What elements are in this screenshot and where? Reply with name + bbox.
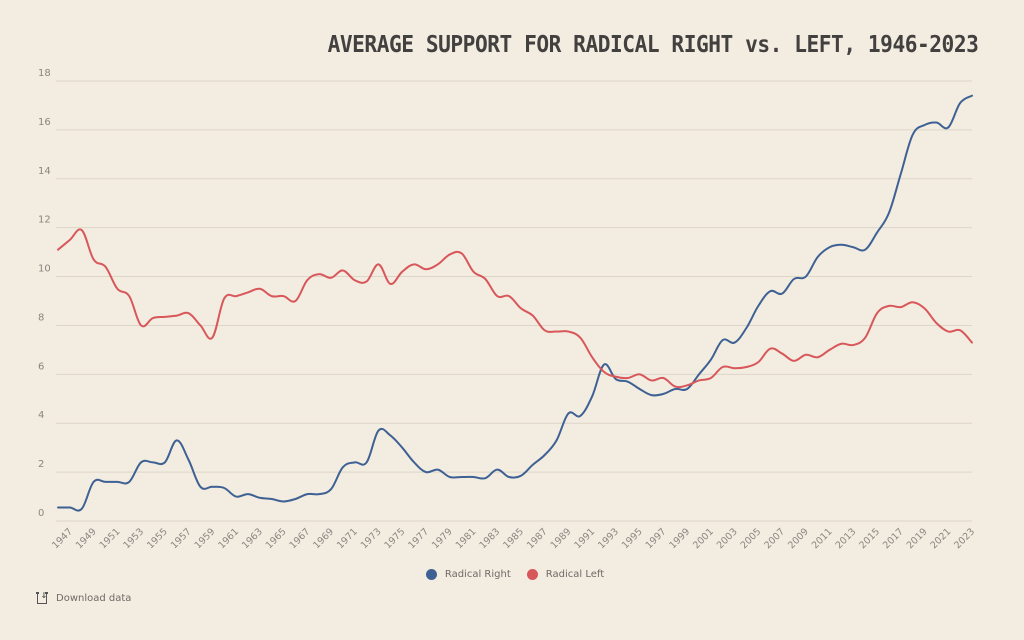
download-data-label: Download data [56,592,132,604]
x-tick-label: 1975 [382,526,407,551]
x-tick-label: 1955 [145,526,170,551]
x-tick-label: 2005 [739,526,764,551]
series-line-radical-left[interactable] [57,228,973,389]
legend: Radical Right Radical Left [0,569,1024,580]
x-tick-label: 1977 [406,526,431,551]
x-tick-label: 1959 [193,526,218,551]
y-tick-label: 2 [38,459,44,470]
chart-title: AVERAGE SUPPORT FOR RADICAL RIGHT vs. LE… [327,32,978,58]
download-data-button[interactable]: ↓ Download data [36,592,132,604]
x-tick-label: 1971 [335,526,360,551]
x-axis: 1947194919511953195519571959196119631965… [50,526,977,551]
x-tick-label: 1949 [74,526,99,551]
legend-label-radical-left: Radical Left [545,569,605,580]
y-tick-label: 8 [38,312,44,323]
x-tick-label: 1995 [620,526,645,551]
x-tick-label: 2013 [834,526,859,551]
x-tick-label: 1987 [525,526,550,551]
x-tick-label: 1947 [50,526,75,551]
legend-swatch-radical-right [425,569,437,580]
y-axis: 0 2 4 6 8 10 12 14 16 18 [38,68,51,519]
x-tick-label: 1999 [667,526,692,551]
x-tick-label: 1973 [359,526,384,551]
legend-label-radical-right: Radical Right [444,569,511,580]
series-lines [57,94,973,512]
x-tick-label: 2021 [928,526,953,551]
y-tick-label: 14 [38,166,51,177]
x-tick-label: 2003 [715,526,740,551]
x-tick-label: 1989 [549,526,574,551]
legend-item-radical-right[interactable]: Radical Right [425,569,511,580]
x-tick-label: 1985 [501,526,526,551]
x-tick-label: 1965 [264,526,289,551]
x-tick-label: 1983 [477,526,502,551]
gridlines [56,80,972,522]
legend-item-radical-left[interactable]: Radical Left [526,569,605,580]
x-tick-label: 2001 [691,526,716,551]
x-tick-label: 1967 [288,526,313,551]
x-tick-label: 2007 [762,526,787,551]
y-tick-label: 12 [38,215,51,226]
x-tick-label: 2023 [952,526,977,551]
series-line-radical-right[interactable] [57,94,973,512]
x-tick-label: 1953 [121,526,146,551]
x-tick-label: 1981 [454,526,479,551]
x-tick-label: 2011 [810,526,835,551]
x-tick-label: 1993 [596,526,621,551]
y-tick-label: 6 [38,361,44,372]
y-tick-label: 16 [38,117,51,128]
y-tick-label: 4 [38,410,44,421]
x-tick-label: 2019 [905,526,930,551]
x-tick-label: 1957 [169,526,194,551]
x-tick-label: 2015 [857,526,882,551]
x-tick-label: 1979 [430,526,455,551]
x-tick-label: 1991 [572,526,597,551]
x-tick-label: 1969 [311,526,336,551]
x-tick-label: 1997 [644,526,669,551]
x-tick-label: 2009 [786,526,811,551]
line-chart: 0 2 4 6 8 10 12 14 16 18 194719491951195319551957… [38,68,977,551]
x-tick-label: 1951 [98,526,123,551]
y-tick-label: 10 [38,264,51,275]
download-icon: ↓ [36,592,48,604]
x-tick-label: 2017 [881,526,906,551]
y-tick-label: 18 [38,68,51,79]
x-tick-label: 1963 [240,526,265,551]
y-tick-label: 0 [38,508,44,519]
x-tick-label: 1961 [216,526,241,551]
legend-swatch-radical-left [526,569,538,580]
